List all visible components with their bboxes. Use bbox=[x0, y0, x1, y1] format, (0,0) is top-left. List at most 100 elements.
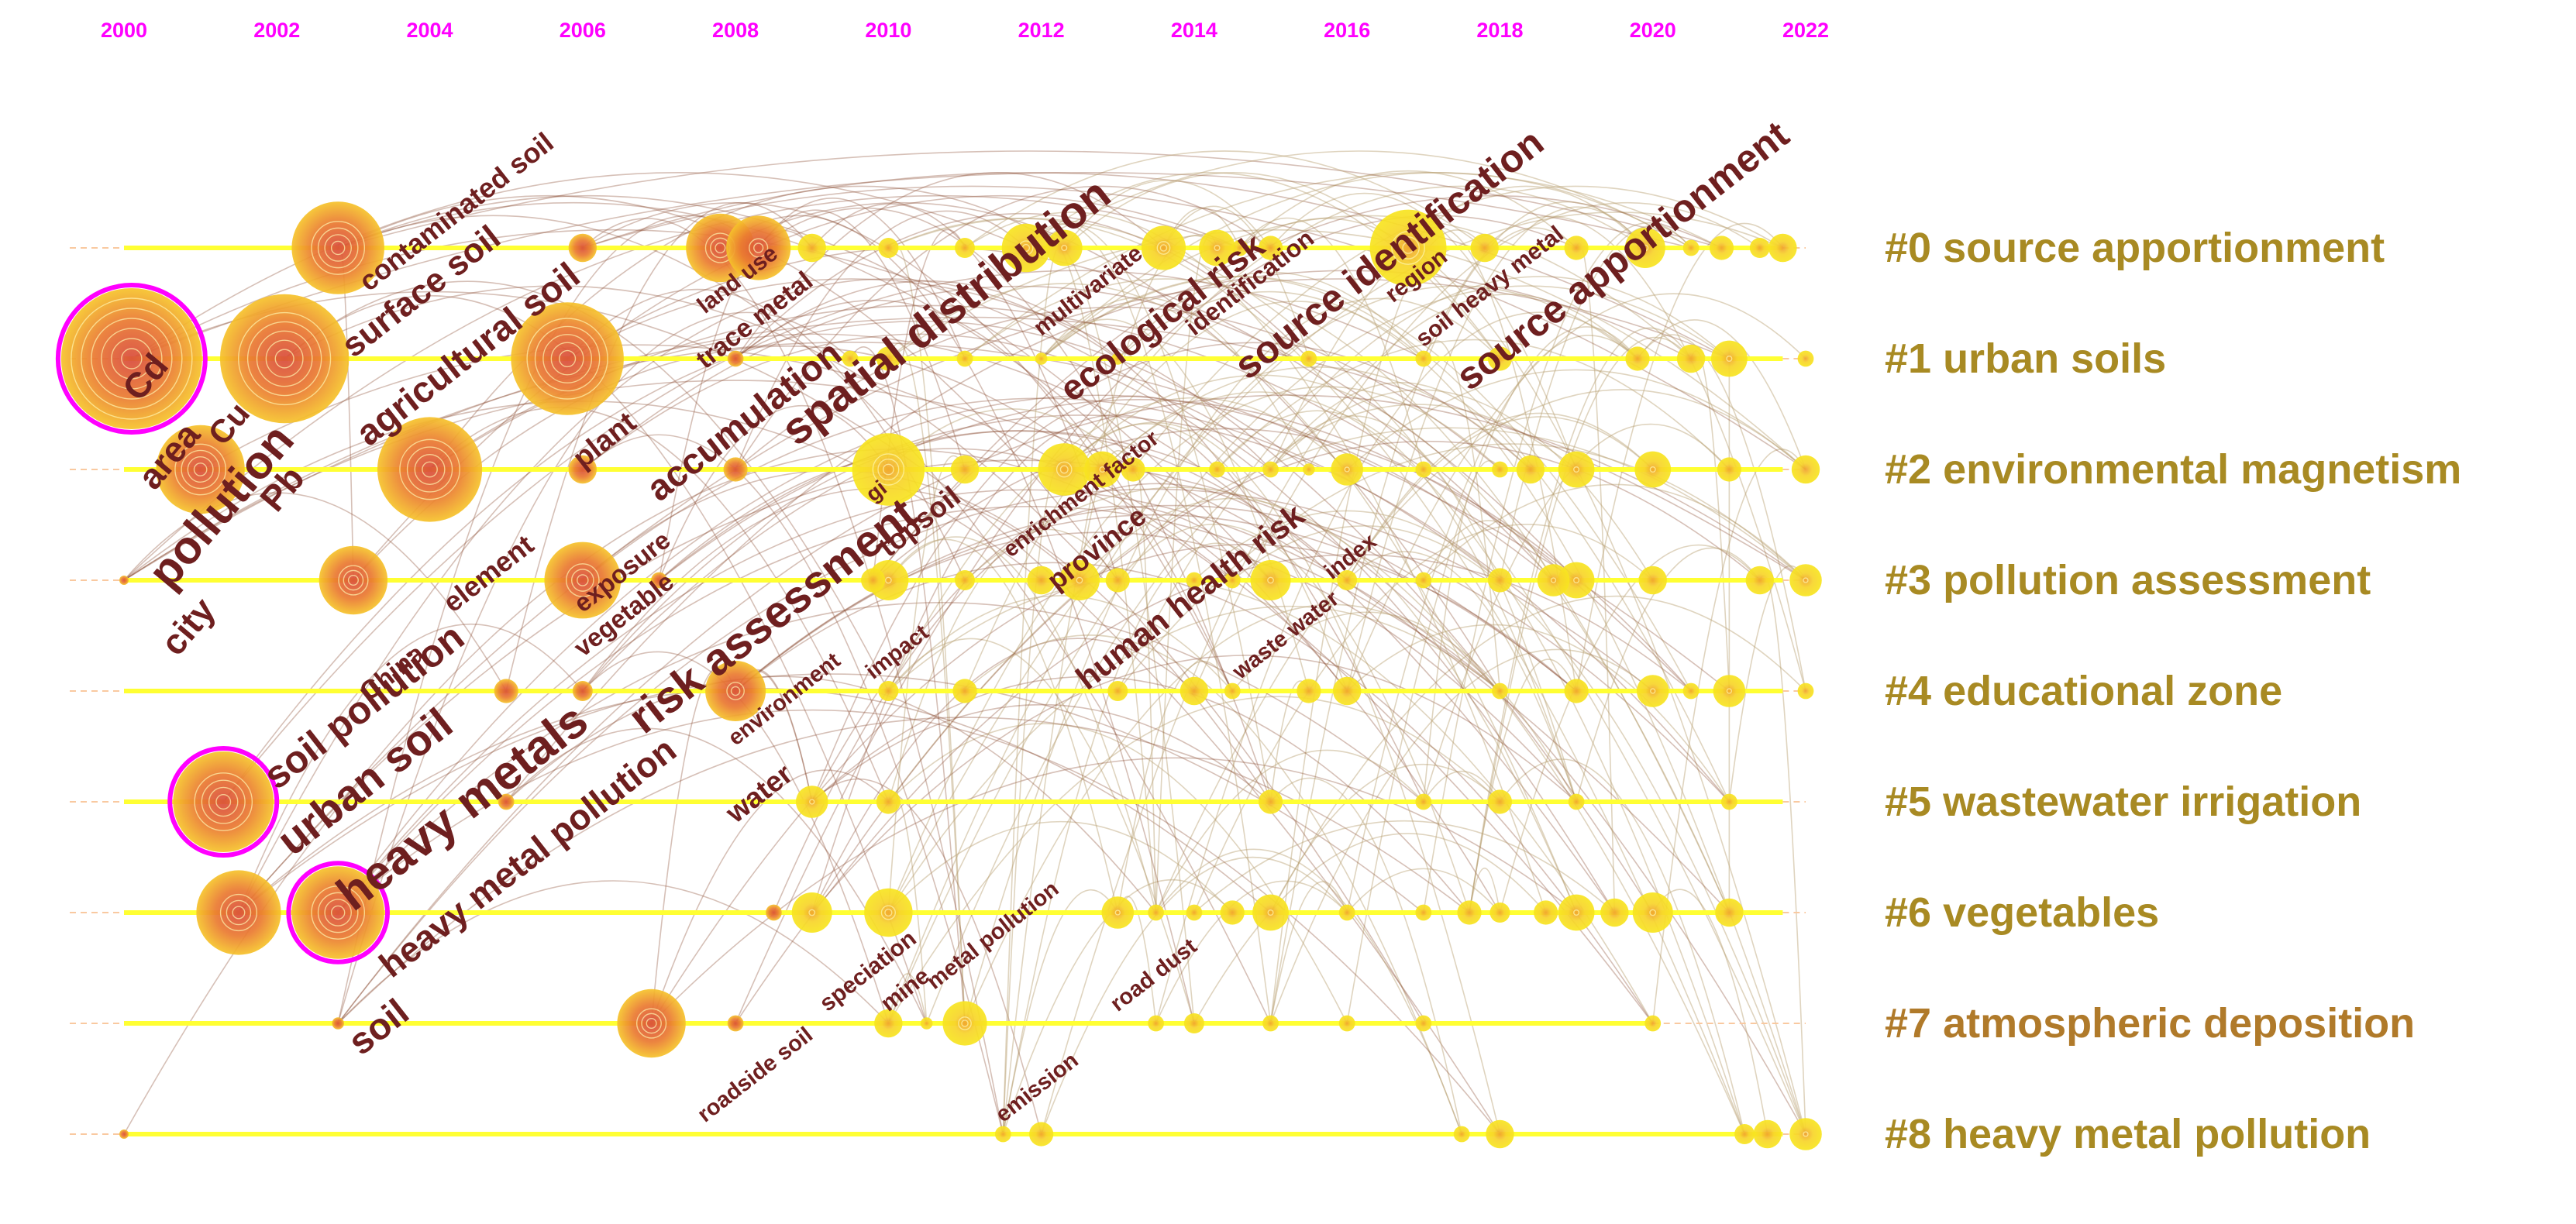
keyword-node bbox=[723, 457, 748, 482]
keyword-node bbox=[1453, 1126, 1470, 1143]
keyword-node bbox=[291, 201, 384, 294]
keyword-node bbox=[861, 568, 886, 593]
citation-link bbox=[1346, 624, 1731, 803]
citation-link bbox=[582, 399, 1577, 692]
citation-link bbox=[1101, 366, 1531, 470]
citation-link bbox=[123, 380, 1730, 913]
citation-link bbox=[1117, 276, 1730, 692]
keyword-node bbox=[766, 904, 782, 921]
year-tick-2002: 2002 bbox=[253, 19, 300, 42]
citation-link bbox=[719, 215, 1195, 1024]
citation-link bbox=[1423, 483, 1806, 581]
keyword-node bbox=[1035, 352, 1048, 365]
citation-link bbox=[1162, 205, 1310, 359]
citation-link bbox=[1239, 218, 1806, 1135]
keyword-node bbox=[511, 302, 624, 415]
keyword-node bbox=[1537, 564, 1570, 597]
citation-link bbox=[720, 201, 1501, 692]
citation-link bbox=[887, 408, 1134, 470]
keyword-node bbox=[1224, 572, 1241, 589]
keyword-node bbox=[1084, 451, 1121, 488]
citation-link bbox=[1423, 201, 1646, 359]
year-tick-2010: 2010 bbox=[865, 19, 911, 42]
keyword-node bbox=[797, 233, 826, 263]
keyword-node bbox=[1250, 560, 1291, 600]
citation-link bbox=[735, 514, 1577, 692]
keyword-node bbox=[1632, 892, 1673, 933]
citation-link bbox=[964, 301, 1424, 692]
citation-link bbox=[1193, 820, 1615, 913]
cluster-labels: #0 source apportionment #1 urban soils #2 … bbox=[1885, 225, 2461, 1157]
citation-link bbox=[337, 489, 1500, 913]
keyword-node bbox=[1180, 676, 1209, 706]
citation-link bbox=[811, 638, 1195, 913]
citation-link bbox=[222, 320, 1310, 803]
citation-link bbox=[887, 455, 966, 913]
keyword-node bbox=[1720, 793, 1737, 810]
keyword-node bbox=[1797, 350, 1814, 367]
citation-link bbox=[131, 171, 1027, 359]
citation-link bbox=[964, 172, 1722, 359]
citation-link bbox=[1155, 311, 1638, 1024]
citation-link bbox=[337, 195, 1272, 581]
keyword-node bbox=[1038, 443, 1091, 496]
cluster-label-3: #3 pollution assessment bbox=[1885, 557, 2371, 603]
keyword-node bbox=[1634, 451, 1672, 488]
citation-link bbox=[1269, 595, 1806, 913]
citation-link bbox=[887, 638, 1195, 1024]
citation-link bbox=[658, 404, 890, 581]
citation-link bbox=[1651, 448, 1806, 1024]
citation-link bbox=[758, 198, 966, 359]
citation-link bbox=[1346, 416, 1654, 581]
year-tick-2016: 2016 bbox=[1324, 19, 1370, 42]
citation-link bbox=[887, 342, 966, 1024]
keyword-node bbox=[795, 786, 828, 818]
citation-link bbox=[1193, 510, 1500, 581]
keyword-node bbox=[842, 350, 859, 367]
citation-link bbox=[1002, 542, 1272, 1135]
citation-link bbox=[582, 434, 1004, 1135]
keyword-node bbox=[1710, 340, 1748, 377]
year-tick-2020: 2020 bbox=[1630, 19, 1676, 42]
keyword-node bbox=[1558, 562, 1595, 599]
citation-link bbox=[505, 202, 813, 692]
citation-link bbox=[887, 821, 1233, 913]
keyword-node bbox=[1644, 1015, 1662, 1032]
keyword-node bbox=[1199, 229, 1235, 266]
keyword-node bbox=[864, 888, 913, 937]
citation-link bbox=[1269, 881, 1348, 1024]
keyword-node bbox=[727, 1015, 744, 1032]
keyword-node bbox=[1059, 560, 1100, 600]
citation-link bbox=[964, 150, 1486, 249]
citation-link bbox=[238, 278, 1730, 913]
citation-link bbox=[887, 285, 1730, 1024]
keyword-node bbox=[1487, 568, 1513, 593]
citation-link bbox=[1346, 335, 1638, 913]
keyword-node bbox=[494, 679, 518, 703]
citation-link bbox=[964, 278, 1731, 913]
citation-link bbox=[1469, 327, 1692, 913]
keyword-node bbox=[568, 233, 598, 263]
citation-link bbox=[735, 213, 1310, 359]
keyword-node bbox=[726, 215, 791, 280]
keyword-node bbox=[1029, 1122, 1054, 1147]
citation-link bbox=[1193, 201, 1761, 692]
citation-link bbox=[887, 386, 1501, 913]
citation-link bbox=[1346, 868, 1501, 913]
keyword-node bbox=[1209, 461, 1225, 478]
keyword-node bbox=[791, 892, 832, 933]
keyword-node bbox=[1331, 453, 1363, 486]
citation-link bbox=[1079, 497, 1577, 913]
keyword-node bbox=[994, 1126, 1011, 1143]
citation-link bbox=[1117, 271, 1424, 359]
citation-link bbox=[1002, 889, 1118, 1135]
citation-link bbox=[1025, 231, 1157, 913]
citation-link bbox=[773, 505, 1272, 913]
keyword-node bbox=[727, 350, 744, 367]
burst-ring bbox=[55, 283, 208, 435]
keyword-node bbox=[1231, 239, 1248, 256]
citation-link bbox=[650, 769, 889, 1024]
citation-link bbox=[1269, 764, 1501, 913]
